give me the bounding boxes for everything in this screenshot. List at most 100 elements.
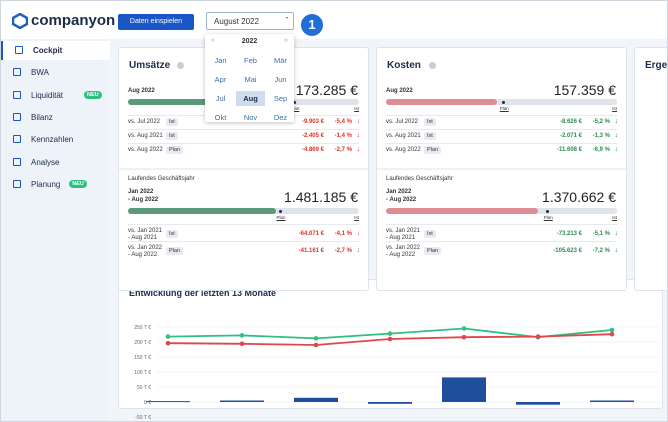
down-arrow: ↓	[614, 118, 619, 125]
plan-label: Plan	[543, 215, 553, 220]
row-label: vs. Aug 2021	[386, 133, 421, 139]
month-cell[interactable]: Nov	[243, 113, 258, 122]
bar	[516, 402, 560, 405]
nav-icon	[15, 46, 23, 54]
line-point	[239, 341, 245, 347]
row-delta: -73.213 €	[556, 231, 582, 237]
row-tag: Plan	[424, 247, 442, 255]
period: - Aug 2022	[386, 197, 417, 203]
down-arrow: ↓	[356, 230, 361, 237]
row-delta: -2.405 €	[301, 133, 324, 139]
bar	[146, 401, 190, 403]
row-pct: -2,7 %	[334, 147, 352, 153]
row-label: - Aug 2021	[128, 235, 158, 241]
next-year[interactable]: »	[284, 37, 288, 44]
nav-item[interactable]: Cockpit	[1, 41, 110, 60]
row-divider	[128, 143, 359, 144]
nav-item[interactable]: Bilanz	[1, 108, 108, 127]
value: 157.359 €	[553, 82, 616, 98]
end-label: Ist	[612, 106, 617, 111]
row-delta: -64.071 €	[298, 231, 324, 237]
month-cell[interactable]: Dez	[273, 113, 288, 122]
down-arrow: ↓	[614, 146, 619, 153]
nav-item[interactable]: Liquidität NEU	[1, 86, 108, 105]
progress-bar	[386, 208, 539, 214]
y-tick-label: 200 T €	[134, 340, 151, 346]
plan-marker	[546, 209, 550, 213]
nav-icon	[13, 112, 21, 121]
nav-badge: NEU	[84, 90, 102, 99]
kpi-card: Ergebnis	[634, 47, 668, 291]
line-point	[461, 334, 467, 340]
progress-bar	[386, 99, 497, 105]
period: Jan 2022	[128, 189, 154, 195]
value: 1.481.185 €	[284, 189, 358, 205]
trend-title: Entwicklung der letzten 13 Monate	[129, 288, 277, 298]
nav-item[interactable]: BWA	[1, 63, 108, 82]
month-cell[interactable]: Okt	[214, 113, 227, 122]
row-pct: -6,9 %	[592, 147, 610, 153]
month-cell[interactable]: Jul	[215, 94, 226, 103]
nav-item[interactable]: Kennzahlen	[1, 130, 108, 149]
row-delta: -11.608 €	[556, 147, 582, 153]
row-tag: Ist	[424, 132, 436, 140]
nav-icon	[13, 135, 21, 144]
month-cell[interactable]: Mär	[274, 56, 287, 65]
value: 1.370.662 €	[542, 189, 616, 205]
month-cell[interactable]: Jun	[274, 75, 287, 84]
progress-bar	[128, 208, 276, 214]
month-cell[interactable]: Aug	[236, 91, 265, 106]
down-arrow: ↓	[356, 118, 361, 125]
period: Aug 2022	[386, 88, 413, 94]
row-pct: -5,4 %	[334, 119, 352, 125]
row-label: vs. Jan 2022	[386, 245, 421, 251]
nav-badge: NEU	[69, 179, 87, 188]
nav-icon	[13, 68, 21, 77]
card-title: Umsätze	[129, 60, 171, 71]
row-tag: Plan	[424, 146, 442, 154]
row-divider	[128, 129, 359, 130]
card-title: Ergebnis	[645, 60, 668, 71]
info-icon	[177, 62, 185, 69]
top-bar	[1, 1, 667, 39]
row-label: vs. Jan 2022	[128, 245, 163, 251]
month-picker: 2022 « » Jan Feb Mär Apr Mai Jun Jul Aug Sep Okt Nov D…	[205, 34, 294, 122]
line-point	[313, 336, 319, 341]
row-delta: -2.071 €	[559, 133, 582, 139]
line-point	[609, 327, 615, 333]
plan-label: Plan	[499, 106, 509, 111]
import-button[interactable]: Daten einspielen	[118, 14, 194, 30]
row-tag: Ist	[424, 230, 436, 238]
progress-track	[386, 99, 617, 105]
month-cell[interactable]: Sep	[273, 94, 288, 103]
row-divider	[128, 224, 359, 225]
plan-marker	[502, 100, 506, 104]
nav-item[interactable]: Planung NEU	[1, 175, 108, 194]
row-label: - Aug 2021	[386, 235, 416, 241]
sidebar: Cockpit BWA Liquidität NEU Bilanz Kennzahlen A…	[1, 39, 110, 421]
row-tag: Plan	[166, 247, 184, 255]
y-tick-label: 0 €	[144, 400, 151, 406]
month-cell[interactable]: Feb	[244, 56, 257, 65]
line-point	[165, 334, 171, 339]
bar	[442, 377, 486, 402]
row-delta: -4.869 €	[301, 147, 324, 153]
row-delta: -8.626 €	[559, 119, 582, 125]
info-icon	[428, 62, 436, 69]
month-cell[interactable]: Jan	[214, 56, 227, 65]
card-title: Kosten	[387, 60, 421, 71]
row-label: vs. Jul 2022	[128, 119, 161, 125]
plan-marker	[292, 100, 296, 104]
month-cell[interactable]: Apr	[214, 75, 227, 84]
row-pct: -5,2 %	[592, 119, 610, 125]
row-pct: -4,1 %	[334, 231, 352, 237]
nav-label: BWA	[31, 68, 49, 78]
down-arrow: ↓	[356, 132, 361, 139]
month-cell[interactable]: Mai	[244, 75, 257, 84]
period-select[interactable]: August 2022	[206, 12, 294, 30]
row-divider	[386, 241, 617, 242]
prev-year[interactable]: «	[211, 37, 215, 44]
nav-item[interactable]: Analyse	[1, 153, 108, 172]
y-tick-label: 150 T €	[134, 355, 151, 361]
